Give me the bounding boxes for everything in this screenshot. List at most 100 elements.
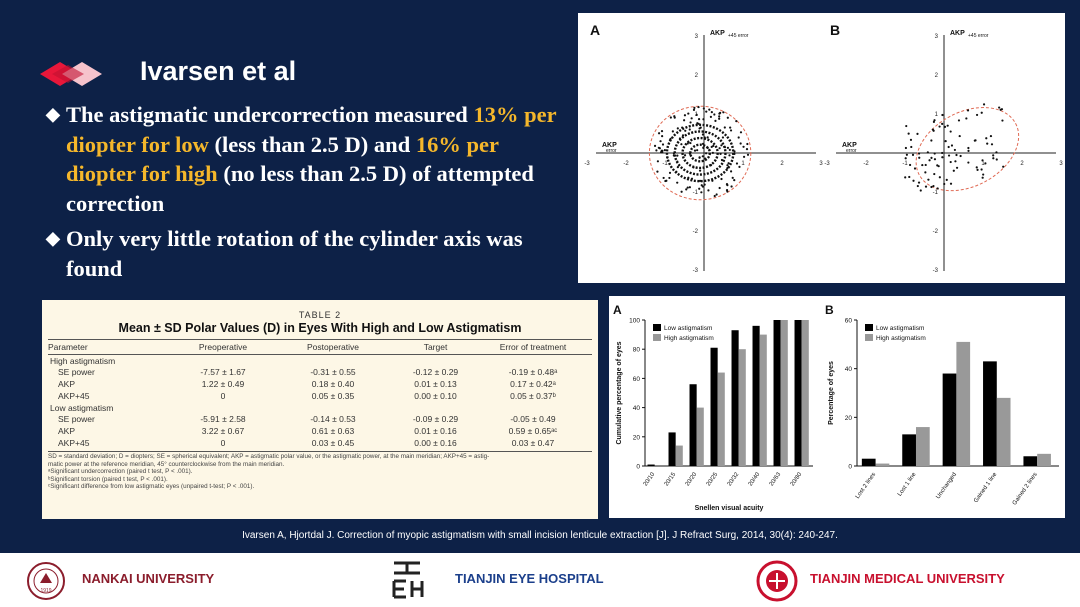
data-point <box>726 164 729 167</box>
table-row: SE power -5.91 ± 2.58 -0.14 ± 0.53 -0.09 ± … <box>48 413 592 425</box>
x-tick-label: 20/10 <box>643 471 657 487</box>
data-point <box>910 145 913 149</box>
data-point <box>928 159 931 162</box>
polar-values-table: TABLE 2 Mean ± SD Polar Values (D) in Ey… <box>42 300 598 519</box>
data-point <box>953 148 956 152</box>
chart-panel-label: B <box>825 303 834 317</box>
data-point <box>742 155 746 158</box>
data-point <box>1001 119 1004 122</box>
data-point <box>707 189 710 192</box>
data-point <box>941 113 944 117</box>
data-point <box>701 155 704 158</box>
table-cell: AKP <box>58 379 76 389</box>
data-point <box>904 176 907 179</box>
data-point <box>709 115 713 118</box>
bar <box>696 407 704 466</box>
table-row: AKP 3.22 ± 0.67 0.61 ± 0.63 0.01 ± 0.16 0.59… <box>48 425 592 437</box>
y-tick-label: 40 <box>845 366 853 373</box>
data-point <box>697 105 700 109</box>
data-point <box>686 186 689 189</box>
x-tick-label: Lost 2 lines <box>855 472 877 500</box>
data-point <box>912 179 915 182</box>
table-header-row: Parameter Preoperative Postoperative Tar… <box>48 339 592 355</box>
data-point <box>658 147 661 150</box>
data-point <box>728 154 731 157</box>
data-point <box>945 178 948 181</box>
group-label-high: High astigmatism <box>50 356 116 366</box>
data-point-ring <box>665 123 735 183</box>
scatter-panel-label: B <box>830 22 840 38</box>
table-note: ᶜSignificant difference from low astigma… <box>48 483 255 491</box>
table-cell: -0.09 ± 0.29 <box>412 414 459 424</box>
table-row: AKP+45 0 0.03 ± 0.45 0.00 ± 0.16 0.03 ± 0.47 <box>48 437 592 449</box>
data-point <box>713 194 716 198</box>
data-point-ring <box>681 136 719 170</box>
y-tick-label: -1 <box>933 190 939 196</box>
data-point-ring <box>673 130 727 176</box>
data-point <box>982 173 985 176</box>
data-point <box>933 158 937 161</box>
data-point <box>701 185 704 188</box>
bullet-item-undercorrection: ◆ The astigmatic undercorrection measure… <box>46 100 566 218</box>
x-tick-label: 1 <box>741 161 745 167</box>
nankai-university-name: NANKAI UNIVERSITY <box>82 571 215 586</box>
data-point <box>718 186 721 190</box>
data-point <box>726 116 729 119</box>
y-axis-label: Cumulative percentage of eyes <box>616 341 623 444</box>
bar <box>752 325 760 466</box>
table-notes: SD = standard deviation; D = diopters; S… <box>48 451 592 491</box>
y-axis-label: AKP <box>950 30 965 37</box>
data-point <box>735 120 738 123</box>
data-point <box>924 163 927 167</box>
y-tick-label: 0 <box>636 464 640 471</box>
diamond-bullet-icon: ◆ <box>46 104 60 124</box>
table-cell: 0.03 ± 0.47 <box>511 438 555 448</box>
bar-charts: A 0 20 40 60 80 100 Cumulative percentage of ey… <box>613 303 1059 512</box>
data-point <box>952 169 955 172</box>
data-point <box>660 130 664 133</box>
data-point <box>718 115 721 118</box>
table-cell: 0.61 ± 0.63 <box>311 426 355 436</box>
data-point <box>688 152 692 155</box>
legend-swatch <box>653 334 661 341</box>
low-rows: SE power -5.91 ± 2.58 -0.14 ± 0.53 -0.09 ± … <box>42 413 598 449</box>
data-point <box>982 103 986 106</box>
data-point <box>706 136 709 139</box>
data-point <box>689 141 692 145</box>
x-tick-label: -1 <box>902 161 908 167</box>
data-point <box>933 172 936 176</box>
data-point <box>980 111 983 114</box>
data-point <box>683 154 687 157</box>
data-point <box>663 149 667 152</box>
data-point <box>941 151 944 155</box>
table-cell: 3.22 ± 0.67 <box>201 426 245 436</box>
bar <box>717 372 725 466</box>
table-cell: 0.00 ± 0.16 <box>414 438 457 448</box>
data-point <box>947 154 951 157</box>
data-point <box>656 170 659 173</box>
data-point <box>683 114 687 117</box>
x-tick-label: 20/63 <box>769 471 783 487</box>
data-point <box>730 185 733 188</box>
data-point <box>998 106 1001 109</box>
data-point <box>933 119 936 122</box>
y-axis-label: Percentage of eyes <box>828 361 835 425</box>
data-point <box>720 177 723 181</box>
data-point <box>932 184 935 188</box>
legend-label: High astigmatism <box>664 335 714 342</box>
data-point <box>981 176 984 179</box>
legend-label: High astigmatism <box>876 335 926 342</box>
data-point <box>926 151 929 154</box>
table-cell: 0 <box>220 391 226 401</box>
data-point <box>698 156 701 159</box>
bar <box>996 397 1011 466</box>
data-point <box>703 183 706 186</box>
y-tick-label: 2 <box>695 73 699 79</box>
y-axis-label: AKP <box>710 30 725 37</box>
data-point <box>995 158 998 161</box>
data-point <box>669 116 672 119</box>
data-point <box>687 112 690 115</box>
data-point <box>668 176 671 180</box>
